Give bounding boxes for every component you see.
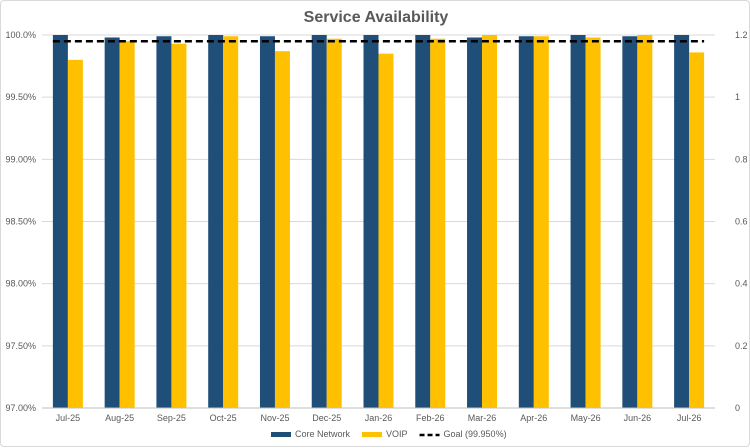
y2-tick-label: 0.4 xyxy=(735,279,748,289)
y-tick-label: 97.00% xyxy=(5,403,36,413)
bar-voip xyxy=(482,35,498,408)
x-tick-label: Oct-25 xyxy=(210,413,237,423)
bar-core-network xyxy=(518,36,534,408)
bar-voip xyxy=(689,52,705,408)
bar-voip xyxy=(274,51,290,409)
axes: 97.00% 0 97.50% 0.2 98.00% 0.4 98.50% 0.6 99.00%… xyxy=(5,30,747,423)
y2-tick-label: 1.2 xyxy=(735,30,748,40)
legend-swatch-core-network xyxy=(271,432,291,437)
x-tick-label: Jul-25 xyxy=(56,413,81,423)
bar-core-network xyxy=(674,35,690,408)
bar-voip xyxy=(637,35,653,408)
y2-tick-label: 0.6 xyxy=(735,217,748,227)
bar-core-network xyxy=(467,37,483,409)
x-tick-label: Mar-26 xyxy=(468,413,497,423)
chart-title: Service Availability xyxy=(304,9,449,26)
bar-core-network xyxy=(363,35,379,408)
x-tick-label: Jul-26 xyxy=(677,413,702,423)
bar-voip xyxy=(171,43,187,408)
bar-voip xyxy=(119,41,135,408)
y-tick-label: 98.00% xyxy=(5,279,36,289)
bar-voip xyxy=(326,38,342,408)
x-tick-label: Nov-25 xyxy=(260,413,289,423)
bar-core-network xyxy=(311,35,327,408)
bar-series xyxy=(52,35,705,409)
bar-core-network xyxy=(104,37,120,409)
y2-tick-label: 1 xyxy=(735,92,740,102)
x-tick-label: Feb-26 xyxy=(416,413,445,423)
x-tick-label: Jan-26 xyxy=(365,413,393,423)
y-tick-label: 99.50% xyxy=(5,92,36,102)
bar-core-network xyxy=(208,35,224,408)
bar-core-network xyxy=(52,35,68,408)
y-tick-label: 98.50% xyxy=(5,217,36,227)
bar-core-network xyxy=(259,36,275,408)
bar-voip xyxy=(585,37,601,409)
bar-core-network xyxy=(156,36,172,408)
y-tick-label: 99.00% xyxy=(5,154,36,164)
x-tick-label: Apr-26 xyxy=(520,413,547,423)
x-tick-label: Sep-25 xyxy=(157,413,186,423)
legend-label: VOIP xyxy=(386,429,408,439)
bar-voip xyxy=(378,53,394,409)
legend: Core Network VOIP Goal (99.950%) xyxy=(271,429,507,439)
x-tick-label: May-26 xyxy=(571,413,601,423)
y-tick-label: 97.50% xyxy=(5,341,36,351)
legend-label: Goal (99.950%) xyxy=(444,429,507,439)
x-tick-label: Jun-26 xyxy=(624,413,652,423)
y2-tick-label: 0.2 xyxy=(735,341,748,351)
y2-tick-label: 0.8 xyxy=(735,154,748,164)
x-tick-label: Aug-25 xyxy=(105,413,134,423)
bar-core-network xyxy=(415,35,431,408)
x-tick-label: Dec-25 xyxy=(312,413,341,423)
y-tick-label: 100.0% xyxy=(5,30,36,40)
bar-voip xyxy=(223,36,239,408)
bar-voip xyxy=(533,36,549,408)
legend-label: Core Network xyxy=(295,429,351,439)
bar-core-network xyxy=(570,35,586,408)
bar-voip xyxy=(67,59,83,408)
y2-tick-label: 0 xyxy=(735,403,740,413)
bar-core-network xyxy=(622,36,638,408)
legend-swatch-voip xyxy=(362,432,383,437)
bar-voip xyxy=(430,38,446,408)
